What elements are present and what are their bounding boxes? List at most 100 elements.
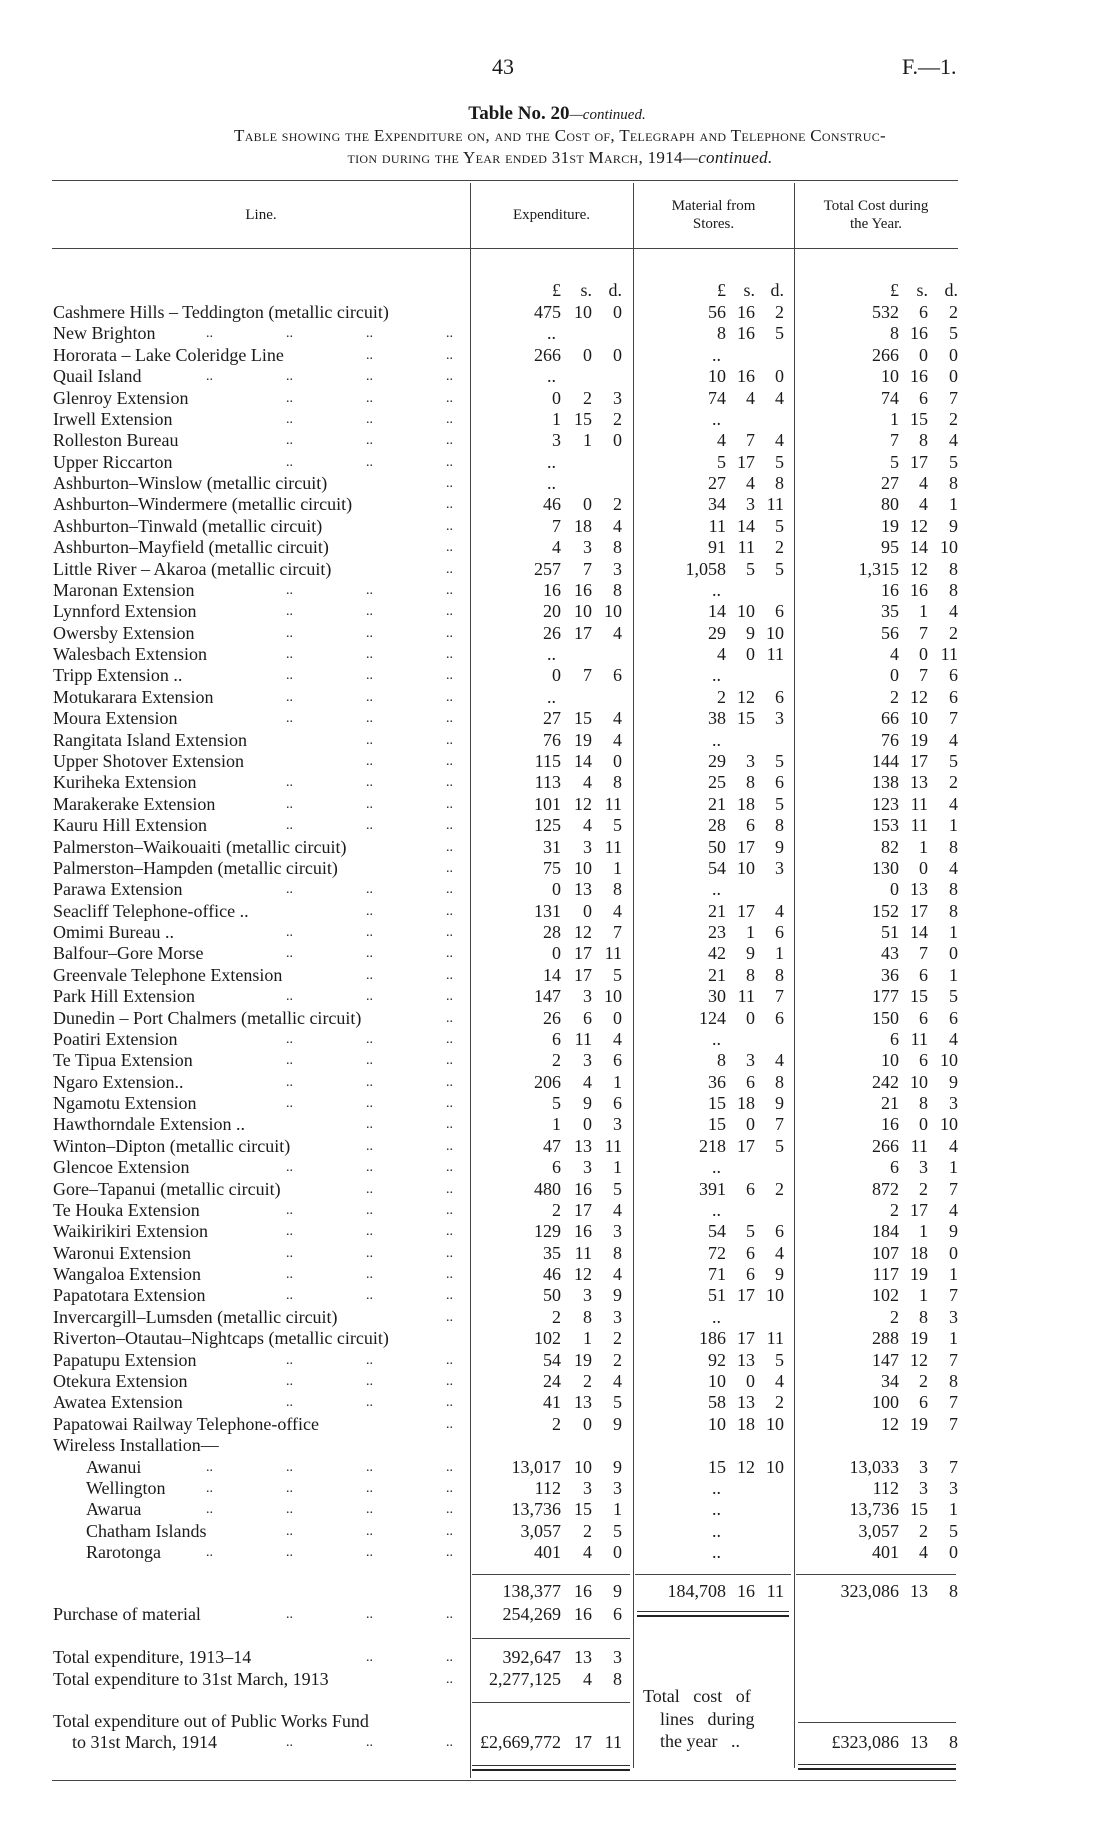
leader-dots: .. xyxy=(366,625,373,641)
total-cost-pounds: 184 xyxy=(872,1221,899,1242)
expenditure-pounds: 26 xyxy=(543,1007,561,1028)
public-works-expenditure-pounds: £2,669,772 xyxy=(480,1732,561,1752)
expenditure-shillings: 17 xyxy=(574,622,592,643)
subtotal-expenditure-shillings: 16 xyxy=(574,1581,592,1601)
material-shillings: 18 xyxy=(737,1093,755,1114)
table-subtitle-line-1: Table showing the Expenditure on, and th… xyxy=(234,126,886,145)
material-shillings: 6 xyxy=(746,815,755,836)
page-number: 43 xyxy=(492,54,514,79)
leader-dots: .. xyxy=(446,989,453,1005)
material-nil: .. xyxy=(712,1028,721,1049)
leader-dots: .. xyxy=(286,1288,293,1304)
total-cost-pounds: 2 xyxy=(890,1199,899,1220)
total-cost-pence: 9 xyxy=(949,1221,958,1242)
expenditure-shillings: 15 xyxy=(574,408,592,429)
total-cost-pence: 4 xyxy=(949,1135,958,1156)
leader-dots: .. xyxy=(446,1117,453,1133)
leader-dots: .. xyxy=(446,1672,453,1687)
material-shillings: 16 xyxy=(737,366,755,387)
leader-dots: .. xyxy=(446,518,453,534)
public-works-expenditure-pence: 11 xyxy=(604,1732,622,1752)
leader-dots: .. xyxy=(286,882,293,898)
expenditure-pounds: 13,017 xyxy=(511,1456,562,1477)
material-nil: .. xyxy=(712,1477,721,1498)
expenditure-pence: 2 xyxy=(613,408,622,429)
leader-dots: .. xyxy=(446,668,453,684)
leader-dots: .. xyxy=(206,326,213,342)
material-pence: 5 xyxy=(775,323,784,344)
material-pence: 9 xyxy=(775,836,784,857)
expenditure-pounds: 0 xyxy=(552,387,561,408)
leader-dots: .. xyxy=(446,454,453,470)
material-pence: 10 xyxy=(766,1285,784,1306)
leader-dots: .. xyxy=(446,1096,453,1112)
leader-dots: .. xyxy=(366,1395,373,1411)
expenditure-pounds: 3,057 xyxy=(520,1520,562,1541)
total-cost-pence: 7 xyxy=(949,1456,958,1477)
leader-dots: .. xyxy=(286,668,293,684)
unit-shillings: s. xyxy=(916,280,928,300)
leader-dots: .. xyxy=(286,411,293,427)
material-pounds: 71 xyxy=(708,1264,726,1285)
material-pounds: 15 xyxy=(708,1093,726,1114)
expenditure-pence: 5 xyxy=(613,1178,622,1199)
expenditure-pence: 3 xyxy=(613,558,622,579)
leader-dots: .. xyxy=(366,1288,373,1304)
leader-dots: .. xyxy=(366,1096,373,1112)
total-cost-pounds: 10 xyxy=(881,366,899,387)
material-pence: 6 xyxy=(775,772,784,793)
leader-dots: .. xyxy=(366,1053,373,1069)
expenditure-shillings: 4 xyxy=(583,1071,592,1092)
leader-dots: .. xyxy=(286,796,293,812)
expenditure-pence: 8 xyxy=(613,579,622,600)
subtotal-rule xyxy=(635,1574,791,1575)
expenditure-pence: 4 xyxy=(613,729,622,750)
table-title-main: Table No. 20 xyxy=(468,103,570,124)
total-cost-pounds: 8 xyxy=(890,323,899,344)
material-pence: 0 xyxy=(775,366,784,387)
total-cost-shillings: 6 xyxy=(919,964,928,985)
material-pounds: 23 xyxy=(708,922,726,943)
expenditure-pounds: 131 xyxy=(534,900,561,921)
leader-dots: .. xyxy=(446,326,453,342)
leader-dots: .. xyxy=(366,1138,373,1154)
subtotal-expenditure-pounds: 138,377 xyxy=(502,1581,562,1601)
total-cost-pounds: 35 xyxy=(881,601,899,622)
subtotal-total-cost-pounds: 323,086 xyxy=(840,1581,900,1601)
expenditure-pence: 0 xyxy=(613,430,622,451)
total-cost-shillings: 4 xyxy=(919,494,928,515)
total-cost-pounds: 10 xyxy=(881,1050,899,1071)
total-cost-shillings: 7 xyxy=(919,665,928,686)
line-name: Awarua xyxy=(86,1499,142,1520)
expenditure-pence: 5 xyxy=(613,1520,622,1541)
leader-dots: .. xyxy=(286,689,293,705)
page-reference: F.—1. xyxy=(902,54,957,79)
total-cost-pence: 1 xyxy=(949,964,958,985)
expenditure-shillings: 0 xyxy=(583,494,592,515)
total-cost-pence: 0 xyxy=(949,1542,958,1563)
expenditure-pence: 6 xyxy=(613,1093,622,1114)
material-pence: 5 xyxy=(775,750,784,771)
total-cost-pounds: 153 xyxy=(872,815,899,836)
line-name: Rolleston Bureau xyxy=(53,430,179,451)
leader-dots: .. xyxy=(446,1010,453,1026)
total-cost-pence: 4 xyxy=(949,430,958,451)
material-nil: .. xyxy=(712,1520,721,1541)
expenditure-pounds: 1 xyxy=(552,1114,561,1135)
leader-dots: .. xyxy=(366,946,373,962)
table-bottom-rule xyxy=(52,1780,956,1781)
header-line: Line. xyxy=(245,207,277,223)
leader-dots: .. xyxy=(446,1138,453,1154)
material-shillings: 6 xyxy=(746,1264,755,1285)
material-pounds: 1,058 xyxy=(685,558,727,579)
expenditure-pounds: 6 xyxy=(552,1028,561,1049)
line-name: Ashburton–Tinwald (metallic circuit) xyxy=(53,515,323,536)
expenditure-pence: 2 xyxy=(613,1328,622,1349)
total-cost-shillings: 19 xyxy=(910,1264,928,1285)
material-shillings: 15 xyxy=(737,708,755,729)
expenditure-shillings: 1 xyxy=(583,430,592,451)
purchase-expenditure-pence: 6 xyxy=(613,1604,622,1624)
total-cost-pence: 7 xyxy=(949,1392,958,1413)
total-cost-shillings: 15 xyxy=(910,986,928,1007)
expenditure-pounds: 20 xyxy=(543,601,561,622)
